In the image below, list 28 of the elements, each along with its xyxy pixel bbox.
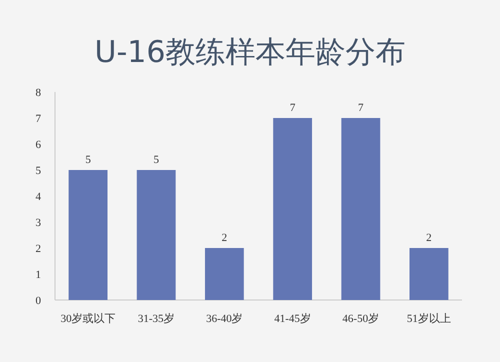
x-tick-label: 51岁以上 xyxy=(406,312,451,325)
bar xyxy=(273,118,312,300)
bar xyxy=(410,248,448,300)
chart-title: U-16教练样本年龄分布 xyxy=(94,35,406,70)
x-tick-label: 30岁或以下 xyxy=(60,312,116,325)
data-label: 2 xyxy=(222,232,228,244)
y-tick-label: 2 xyxy=(36,243,41,255)
y-tick-label: 3 xyxy=(36,217,42,229)
y-tick-label: 1 xyxy=(36,269,41,281)
y-tick-label: 7 xyxy=(36,113,42,125)
y-tick-label: 0 xyxy=(36,295,42,307)
x-tick-label: 31-35岁 xyxy=(138,313,175,325)
data-label: 7 xyxy=(290,102,296,114)
x-tick-label: 36-40岁 xyxy=(206,313,243,325)
x-tick-label: 41-45岁 xyxy=(274,313,311,325)
bar xyxy=(136,170,176,300)
data-label: 2 xyxy=(426,232,432,244)
y-tick-label: 8 xyxy=(36,87,42,99)
bar xyxy=(68,170,108,300)
y-tick-label: 6 xyxy=(36,139,42,151)
y-tick-label: 4 xyxy=(36,191,42,203)
bar xyxy=(341,118,380,300)
bar xyxy=(204,248,244,300)
data-label: 5 xyxy=(153,154,160,166)
x-tick-label: 46-50岁 xyxy=(342,313,380,325)
y-tick-label: 5 xyxy=(36,165,42,177)
data-label: 7 xyxy=(358,102,364,114)
data-label: 5 xyxy=(85,154,92,166)
